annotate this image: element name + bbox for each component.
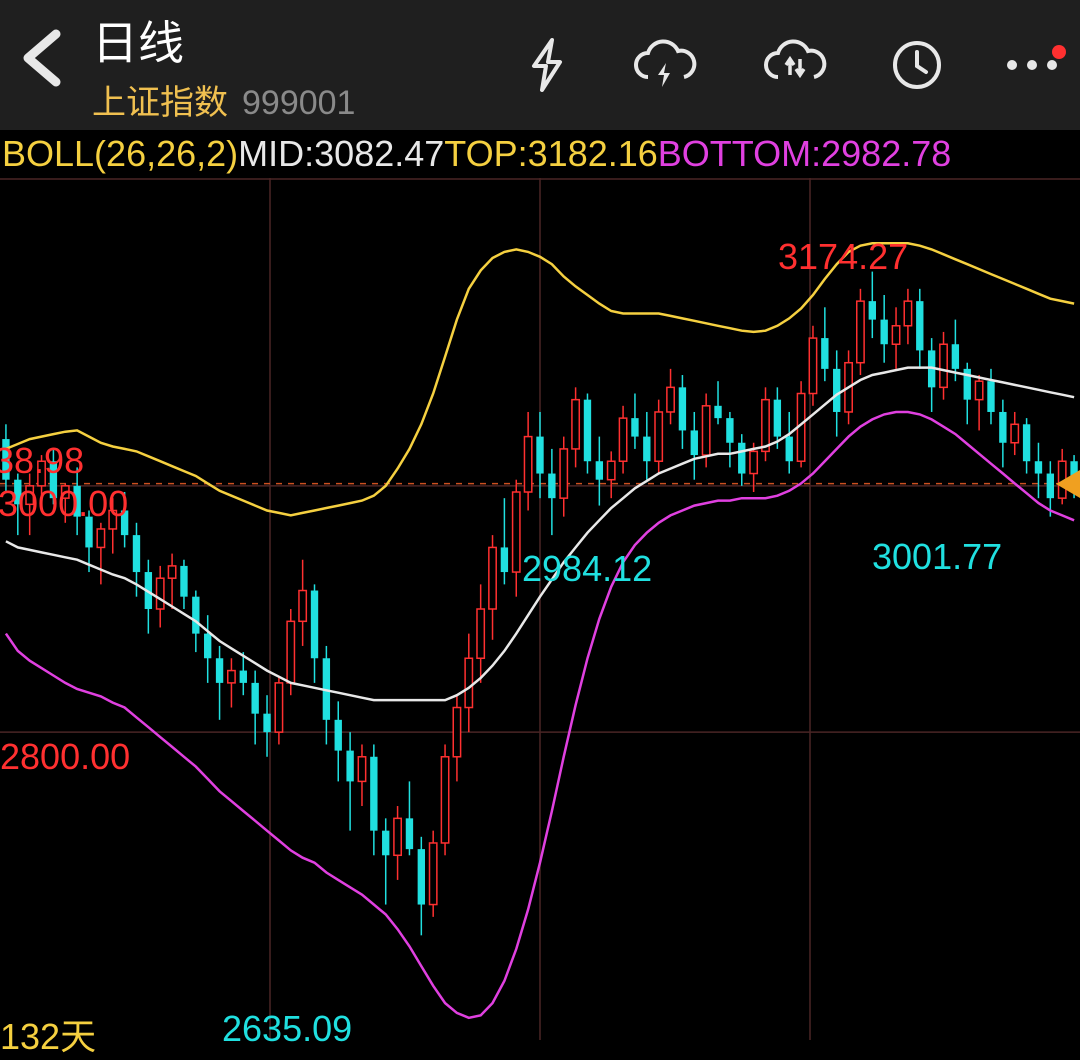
price-label: 3174.27 [778,236,908,278]
more-icon[interactable] [1004,55,1060,75]
mid-value: 3082.47 [314,133,444,175]
back-button[interactable] [20,28,62,102]
cloud-sync-icon[interactable] [760,39,830,91]
bottom-value: 2982.78 [821,133,951,175]
indicator-bar: BOLL(26,26,2) MID: 3082.47 TOP: 3182.16 … [0,130,1080,178]
price-label: 2984.12 [522,548,652,590]
clock-icon[interactable] [890,38,944,92]
price-label: 38.98 [0,440,84,482]
index-code: 999001 [242,84,355,123]
candlestick-chart [0,178,1080,1040]
index-name: 上证指数 [92,75,228,124]
header-bar: 日线 上证指数 999001 [0,0,1080,130]
price-label: 2635.09 [222,1008,352,1050]
title-block: 日线 上证指数 999001 [92,7,355,124]
bottom-label: BOTTOM: [658,133,821,175]
notification-dot [1052,45,1066,59]
top-label: TOP: [444,133,527,175]
cloud-flash-icon[interactable] [630,39,700,91]
top-value: 3182.16 [528,133,658,175]
mid-label: MID: [238,133,314,175]
boll-name: BOLL(26,26,2) [2,133,238,175]
header-icons [524,36,1060,94]
price-label: 3001.77 [872,536,1002,578]
price-label: 2800.00 [0,736,130,778]
price-label: 3000.00 [0,483,128,525]
price-label: 132天 [0,1008,96,1060]
chart-area[interactable]: 38.983000.00 3174.27 2984.12 3001.77 2800.00… [0,178,1080,1040]
chart-period-title: 日线 [92,7,355,73]
flash-icon[interactable] [524,36,570,94]
current-price-arrow [1056,470,1080,498]
